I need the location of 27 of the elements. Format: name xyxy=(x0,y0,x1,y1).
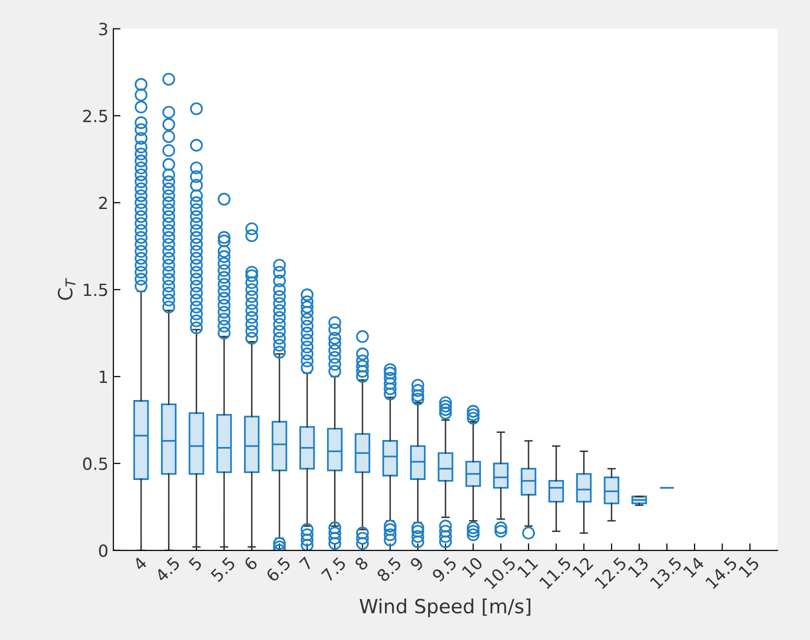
x-tick-label: 9 xyxy=(409,556,424,572)
x-tick-label: 6 xyxy=(243,556,258,572)
x-tick-label: 8 xyxy=(354,556,369,572)
x-tick-label: 7.5 xyxy=(321,556,347,582)
y-tick-label: 1 xyxy=(100,370,107,383)
y-tick-label: 2 xyxy=(99,196,107,209)
x-tick-label: 11 xyxy=(516,556,538,578)
y-tick-label: 1.5 xyxy=(84,284,108,296)
x-axis-title: Wind Speed [m/s] xyxy=(360,598,530,618)
y-axis-title: C$_{T}$ xyxy=(58,278,76,300)
x-tick-label: 5 xyxy=(188,556,203,571)
x-tick-label: 12 xyxy=(572,556,594,578)
x-tick-label: 7 xyxy=(299,556,314,571)
x-tick-label: 6.5 xyxy=(265,556,292,582)
x-tick-label: 10 xyxy=(461,556,484,578)
y-tick-label: 0.5 xyxy=(83,457,108,470)
x-tick-label: 4.5 xyxy=(154,556,181,583)
y-tick-label: 2.5 xyxy=(83,110,108,122)
x-tick-label: 15 xyxy=(738,556,760,578)
x-tick-label: 8.5 xyxy=(376,556,402,582)
x-tick-label: 13 xyxy=(628,556,650,578)
y-tick-label: 3 xyxy=(99,22,108,36)
x-tick-label: 4 xyxy=(132,556,148,572)
x-tick-label: 9.5 xyxy=(431,556,458,582)
x-tick-label: 5.5 xyxy=(210,556,236,582)
x-tick-label: 14 xyxy=(683,556,705,578)
y-tick-label: 0 xyxy=(99,544,108,557)
